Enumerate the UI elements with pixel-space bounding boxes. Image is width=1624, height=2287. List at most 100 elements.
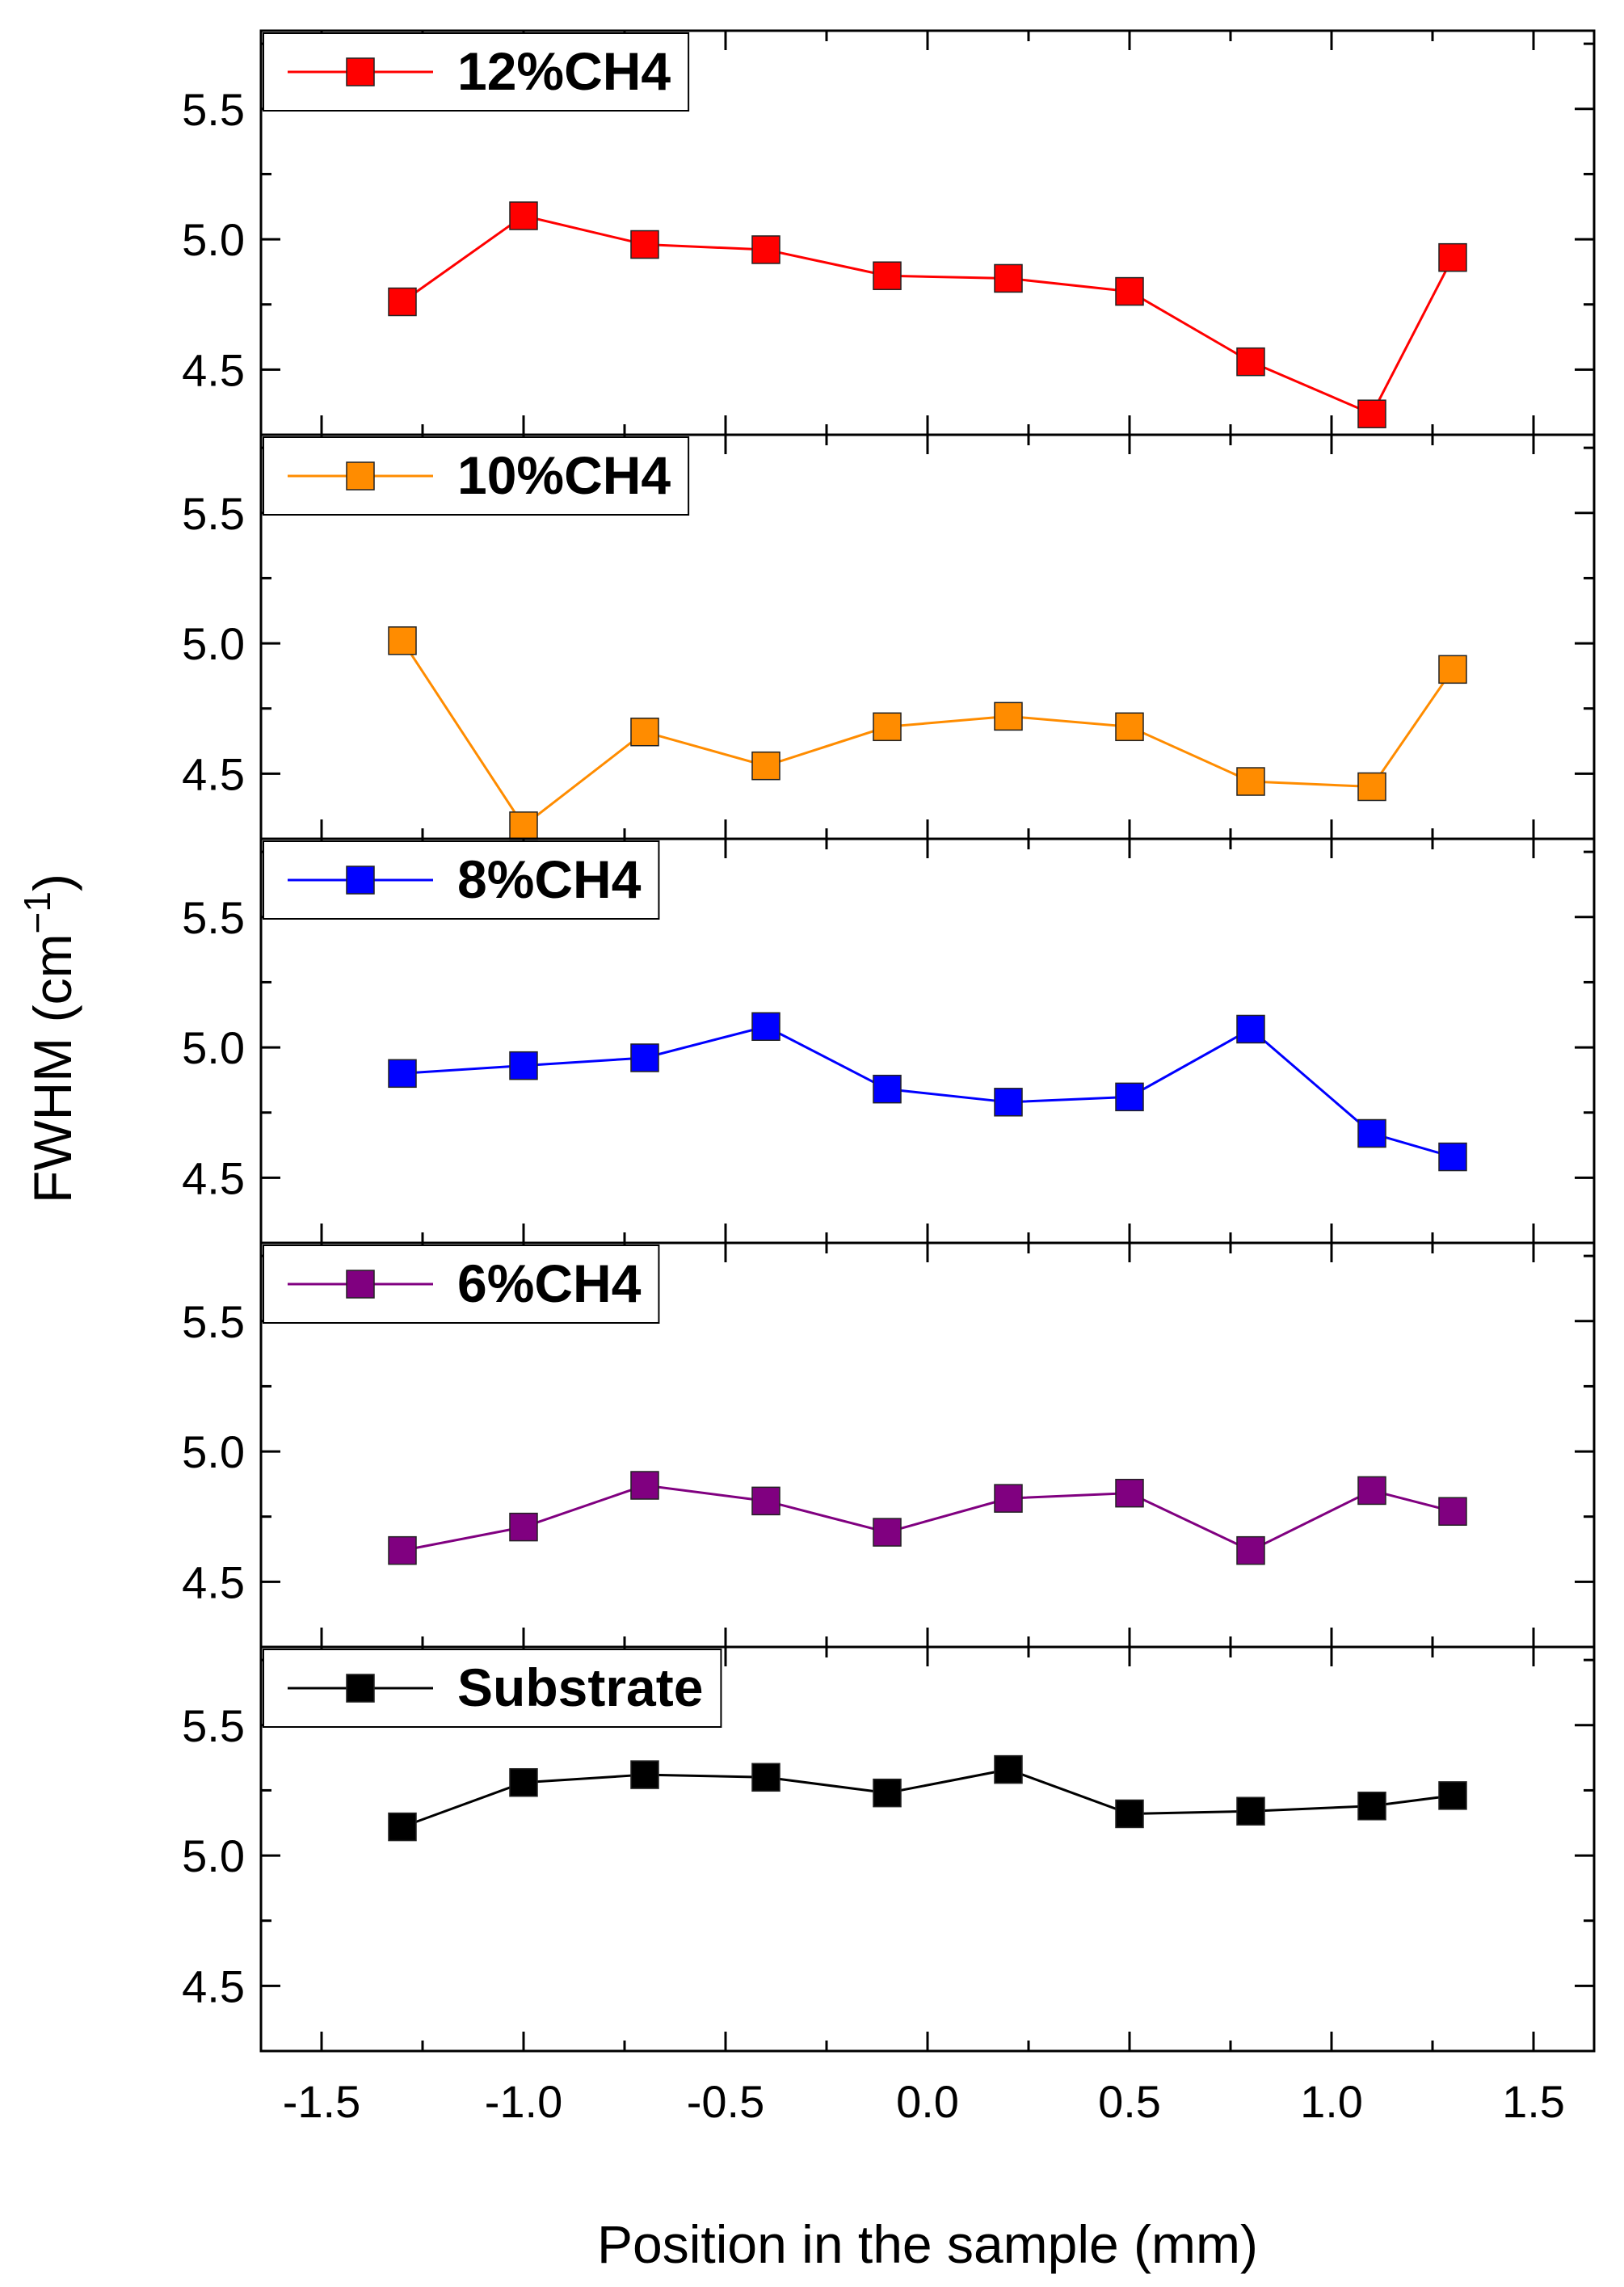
data-point <box>1236 1796 1265 1826</box>
panel-6pctch4: 4.5 5.0 5.5 6%CH4 <box>182 1241 1596 1649</box>
data-point <box>388 626 417 655</box>
data-point <box>751 751 780 781</box>
data-point <box>751 235 780 264</box>
data-point <box>873 1778 902 1808</box>
legend-box <box>263 840 660 920</box>
legend: 10%CH4 <box>263 436 690 516</box>
data-point <box>994 1484 1023 1513</box>
data-point <box>1236 347 1265 377</box>
data-point <box>1438 1781 1467 1810</box>
legend-marker <box>346 1674 375 1703</box>
data-point <box>994 701 1023 731</box>
y-tick-label: 5.0 <box>182 1830 245 1881</box>
series-line <box>402 214 1454 416</box>
data-point <box>630 230 659 259</box>
legend: Substrate <box>263 1649 722 1728</box>
data-point <box>388 1059 417 1089</box>
data-point <box>994 263 1023 293</box>
data-point <box>509 1512 538 1542</box>
data-point <box>388 287 417 317</box>
data-point <box>873 261 902 290</box>
legend-marker <box>346 1270 375 1299</box>
data-point <box>388 1812 417 1842</box>
legend: 8%CH4 <box>263 840 660 920</box>
y-tick-label: 5.0 <box>182 1426 245 1477</box>
data-point <box>1236 1535 1265 1565</box>
panel-substrate: 4.5 5.0 5.5 Substrate <box>182 1645 1596 2053</box>
x-tick-label: 1.5 <box>1502 2076 1565 2127</box>
data-point <box>388 1535 417 1565</box>
series-line <box>401 640 1454 828</box>
legend-label: Substrate <box>457 1657 703 1717</box>
legend: 12%CH4 <box>263 32 690 112</box>
data-point <box>630 1043 659 1072</box>
data-point <box>873 712 902 742</box>
data-point <box>509 1051 538 1080</box>
data-point <box>1357 399 1386 428</box>
y-axis-title-base: FWHM (cm <box>23 933 82 1203</box>
data-point <box>751 1012 780 1042</box>
data-point <box>630 1760 659 1789</box>
legend-label: 6%CH4 <box>457 1253 642 1313</box>
y-tick-label: 5.5 <box>182 1296 245 1347</box>
data-point <box>1357 772 1386 802</box>
legend-label: 8%CH4 <box>457 849 642 909</box>
data-point <box>1115 1082 1144 1112</box>
data-point <box>751 1486 780 1516</box>
data-point <box>1357 1792 1386 1821</box>
x-tick-labels: -1.5 -1.0 -0.5 0.0 0.5 1.0 1.5 <box>283 2076 1565 2127</box>
legend: 6%CH4 <box>263 1245 660 1324</box>
y-tick-label: 5.5 <box>182 1700 245 1751</box>
y-tick-label: 5.5 <box>182 84 245 135</box>
y-tick-label: 4.5 <box>182 344 245 395</box>
y-tick-label: 4.5 <box>182 748 245 799</box>
panels: 4.5 5.0 5.5 12%CH4 4.5 5.0 5.5 10%CH4 4.5 5.0 5.5 8… <box>182 29 1596 2053</box>
legend-box <box>263 436 690 516</box>
data-point <box>1357 1118 1386 1148</box>
legend-marker <box>346 57 375 86</box>
data-point <box>630 1471 659 1500</box>
x-tick-label: 1.0 <box>1300 2076 1363 2127</box>
y-tick-label: 5.5 <box>182 892 245 943</box>
x-axis-title: Position in the sample (mm) <box>597 2214 1258 2274</box>
legend-marker <box>346 866 375 895</box>
data-point <box>1115 712 1144 742</box>
data-point <box>873 1518 902 1547</box>
data-point <box>630 717 659 747</box>
y-tick-label: 4.5 <box>182 1556 245 1607</box>
x-tick-label: -1.0 <box>485 2076 563 2127</box>
y-tick-label: 4.5 <box>182 1152 245 1203</box>
y-axis-title: FWHM (cm−1) <box>16 874 82 1203</box>
x-tick-label: 0.0 <box>896 2076 959 2127</box>
x-tick-label: 0.5 <box>1098 2076 1161 2127</box>
data-point <box>509 811 538 840</box>
y-tick-label: 5.0 <box>182 618 245 669</box>
y-axis-title-close: ) <box>23 874 82 891</box>
y-axis-title-superscript: −1 <box>16 891 58 933</box>
data-point <box>994 1088 1023 1117</box>
panel-8pctch4: 4.5 5.0 5.5 8%CH4 <box>182 837 1596 1245</box>
data-point <box>509 201 538 230</box>
data-point <box>1236 767 1265 796</box>
data-point <box>509 1767 538 1797</box>
data-point <box>1438 1497 1467 1527</box>
data-point <box>1357 1476 1386 1506</box>
data-point <box>1115 1478 1144 1508</box>
x-tick-label: -1.5 <box>283 2076 361 2127</box>
legend-marker <box>346 461 375 491</box>
x-tick-label: -0.5 <box>687 2076 765 2127</box>
data-point <box>1438 242 1467 272</box>
data-point <box>751 1763 780 1792</box>
legend-label: 12%CH4 <box>457 41 671 101</box>
data-point <box>1115 1799 1144 1829</box>
data-point <box>994 1754 1023 1784</box>
panel-12pctch4: 4.5 5.0 5.5 12%CH4 <box>182 29 1596 436</box>
series-line <box>402 1768 1454 1828</box>
legend-label: 10%CH4 <box>457 445 671 505</box>
y-tick-label: 4.5 <box>182 1961 245 2011</box>
data-point <box>1115 276 1144 306</box>
data-point <box>873 1074 902 1104</box>
series-line <box>402 1025 1454 1158</box>
data-point <box>1236 1014 1265 1044</box>
